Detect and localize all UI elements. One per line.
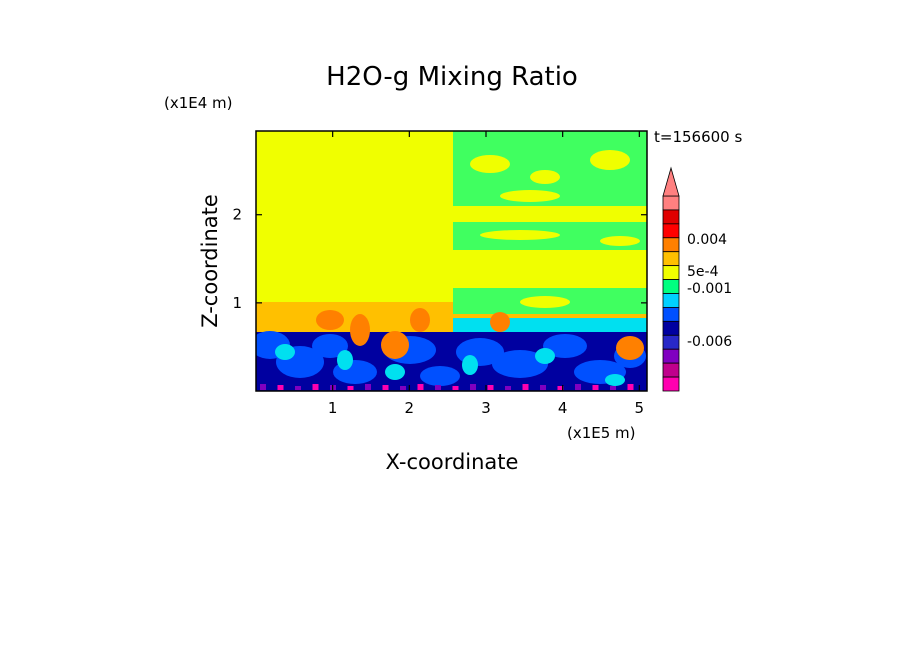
field-region bbox=[470, 155, 510, 173]
field-region bbox=[610, 386, 616, 390]
field-region bbox=[275, 344, 295, 360]
y-unit-label: (x1E4 m) bbox=[164, 94, 233, 112]
field-region bbox=[535, 348, 555, 364]
colorbar-swatch bbox=[662, 279, 680, 294]
field-region bbox=[382, 385, 389, 390]
colorbar-swatch bbox=[662, 307, 680, 322]
y-tick-label: 2 bbox=[232, 206, 242, 224]
field-region bbox=[543, 334, 587, 358]
colorbar-swatch bbox=[662, 334, 680, 350]
field-region bbox=[385, 364, 405, 380]
colorbar: 0.004 5e-4-0.001 -0.006 bbox=[662, 166, 732, 392]
field-region bbox=[462, 355, 478, 375]
colorbar-swatch bbox=[662, 209, 680, 225]
field-region bbox=[530, 170, 560, 184]
x-tick-label: 1 bbox=[328, 399, 338, 417]
field-region bbox=[381, 331, 409, 359]
field-region bbox=[487, 385, 494, 390]
field-region bbox=[492, 350, 548, 378]
x-tick-label: 5 bbox=[635, 399, 645, 417]
contour-field bbox=[256, 131, 647, 391]
field-region bbox=[295, 386, 301, 390]
field-region bbox=[490, 312, 510, 332]
field-region bbox=[590, 150, 630, 170]
field-region bbox=[316, 310, 344, 330]
colorbar-label: -0.006 bbox=[687, 334, 732, 350]
field-region bbox=[575, 384, 581, 390]
field-region bbox=[420, 366, 460, 386]
colorbar-swatch bbox=[662, 376, 680, 392]
colorbar-swatch bbox=[662, 237, 680, 253]
colorbar-swatch bbox=[662, 320, 680, 336]
field-region bbox=[337, 350, 353, 370]
field-region bbox=[520, 296, 570, 308]
field-region bbox=[410, 308, 430, 332]
field-region bbox=[500, 190, 560, 202]
field-region bbox=[312, 334, 348, 358]
field-region bbox=[592, 385, 599, 390]
field-region bbox=[505, 386, 511, 390]
colorbar-swatch bbox=[662, 348, 680, 364]
colorbar-swatch bbox=[662, 293, 680, 308]
field-region bbox=[365, 384, 371, 390]
colorbar-swatch bbox=[662, 223, 680, 239]
field-region bbox=[522, 384, 529, 390]
x-unit-label: (x1E5 m) bbox=[567, 424, 636, 442]
colorbar-label: 0.004 bbox=[687, 232, 727, 248]
y-axis-label: Z-coordinate bbox=[198, 194, 222, 328]
field-region bbox=[452, 386, 459, 390]
field-region bbox=[470, 384, 476, 390]
time-label: t=156600 s bbox=[654, 128, 742, 146]
field-region bbox=[417, 384, 424, 390]
field-region bbox=[400, 386, 406, 390]
field-region bbox=[605, 374, 625, 386]
colorbar-swatch bbox=[662, 362, 680, 378]
field-region bbox=[600, 236, 640, 246]
field-region bbox=[347, 386, 354, 390]
colorbar-label: -0.001 bbox=[687, 281, 732, 297]
field-region bbox=[260, 384, 266, 390]
field-region bbox=[616, 336, 644, 360]
y-axis: 12 bbox=[232, 206, 647, 312]
colorbar-swatch bbox=[662, 195, 680, 211]
colorbar-arrow bbox=[662, 166, 680, 197]
x-tick-label: 4 bbox=[558, 399, 568, 417]
field-region bbox=[540, 385, 546, 390]
field-region bbox=[557, 386, 564, 390]
field-region bbox=[350, 314, 370, 346]
colorbar-swatch bbox=[662, 265, 680, 280]
chart-title: H2O-g Mixing Ratio bbox=[326, 62, 578, 92]
colorbar-label: 5e-4 bbox=[687, 264, 719, 280]
field-region bbox=[627, 384, 634, 390]
x-axis: 1 2 3 4 5 bbox=[328, 131, 644, 417]
field-region bbox=[480, 230, 560, 240]
x-tick-label: 3 bbox=[481, 399, 491, 417]
field-region bbox=[312, 384, 319, 390]
colorbar-swatch bbox=[662, 251, 680, 267]
x-tick-label: 2 bbox=[405, 399, 415, 417]
x-axis-label: X-coordinate bbox=[386, 450, 519, 474]
field-region bbox=[277, 385, 284, 390]
y-tick-label: 1 bbox=[232, 294, 242, 312]
plot-frame bbox=[255, 130, 648, 392]
field-region bbox=[435, 385, 441, 390]
